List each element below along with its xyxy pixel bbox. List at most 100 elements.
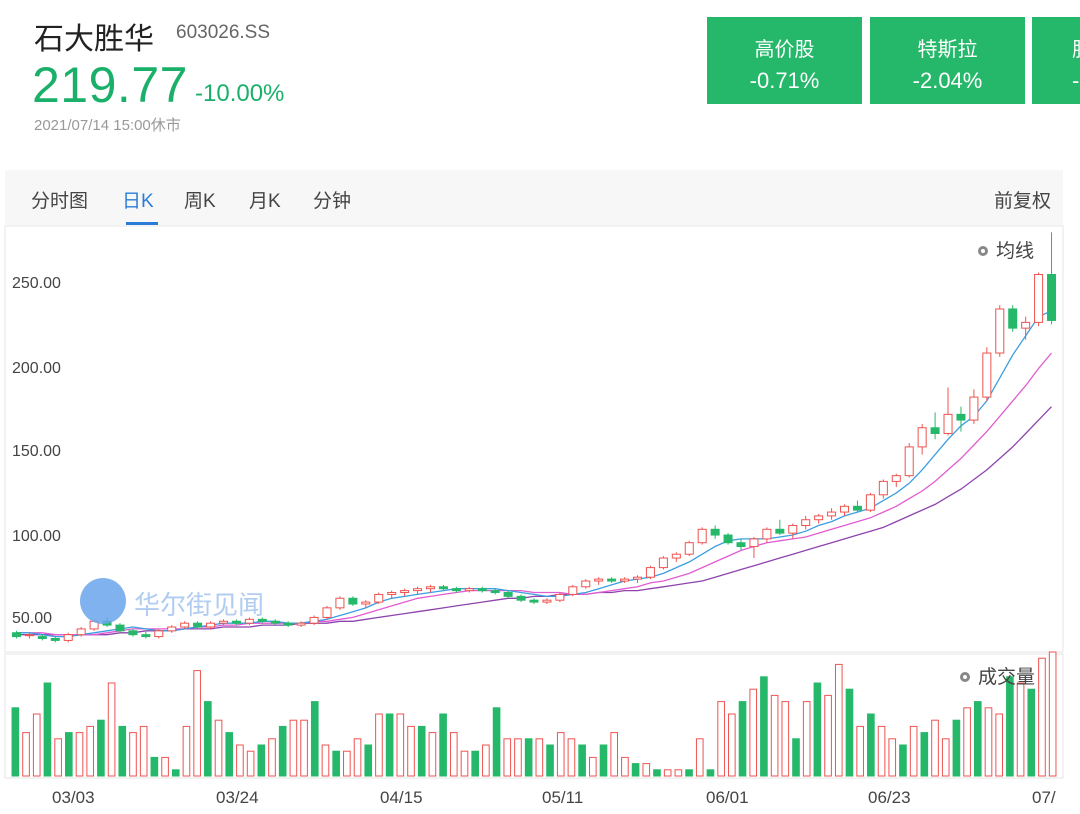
- candle-body: [400, 590, 410, 594]
- candle-body: [969, 396, 979, 421]
- volume-bar: [952, 719, 961, 777]
- volume-bar: [845, 688, 854, 777]
- y-tick-label: 100.00: [12, 528, 61, 545]
- candle-body: [76, 628, 86, 636]
- ma-legend-toggle[interactable]: 均线: [978, 236, 1034, 263]
- volume-bar: [54, 738, 62, 777]
- x-tick-label: 07/: [1032, 788, 1056, 807]
- volume-bar: [11, 707, 20, 777]
- candle-body: [309, 616, 319, 624]
- watermark-text: 华尔街见闻: [134, 590, 265, 620]
- volume-bar: [535, 738, 544, 777]
- tab-intraday[interactable]: 分时图: [31, 191, 89, 212]
- candle-body: [231, 620, 241, 624]
- candle-body: [891, 475, 901, 482]
- radio-icon: [960, 672, 970, 682]
- candle-body: [374, 593, 384, 603]
- candle-body: [723, 534, 733, 544]
- volume-bar: [781, 701, 790, 777]
- volume-bar: [278, 725, 287, 777]
- tab-minute[interactable]: 分钟: [313, 191, 352, 212]
- volume-bar: [332, 750, 340, 777]
- volume-bar: [578, 744, 586, 777]
- candle-body: [387, 592, 397, 595]
- volume-bar: [824, 694, 832, 777]
- volume-bar: [214, 719, 223, 777]
- volume-bar: [599, 744, 608, 777]
- volume-bar: [631, 763, 640, 777]
- volume-bar: [482, 744, 490, 777]
- candle-body: [180, 622, 190, 628]
- ma-legend-label: 均线: [996, 241, 1035, 262]
- volume-bar: [428, 732, 437, 777]
- volume-bar: [407, 725, 415, 777]
- candle-body: [762, 528, 772, 540]
- candle-body: [193, 622, 203, 628]
- volume-bar: [385, 713, 394, 777]
- volume-bar: [514, 738, 522, 777]
- candle-body: [335, 597, 345, 609]
- volume-bar: [792, 738, 800, 777]
- candle-body: [943, 413, 953, 435]
- candle-body: [464, 588, 474, 592]
- candle-body: [658, 557, 668, 569]
- stock-code: 603026.SS: [176, 22, 271, 43]
- candle-body: [218, 620, 228, 624]
- candle-body: [529, 599, 539, 603]
- candle-body: [749, 538, 759, 548]
- tile-name: 股: [1072, 33, 1080, 62]
- tab-daily-k[interactable]: 日K: [122, 191, 154, 212]
- y-tick-label: 50.00: [12, 610, 53, 627]
- candle-body: [995, 308, 1005, 354]
- candle-body: [63, 634, 73, 641]
- candle-body: [956, 413, 966, 421]
- candle-body: [244, 618, 254, 624]
- volume-bar: [86, 725, 95, 777]
- volume-bar: [289, 719, 298, 777]
- tile-pct: -0.71%: [749, 68, 820, 93]
- tile-pct: -2.04%: [912, 68, 983, 93]
- candle-body: [11, 632, 21, 638]
- adjust-mode-button[interactable]: 前复权: [993, 191, 1051, 212]
- volume-bar: [556, 732, 565, 777]
- candle-body: [917, 427, 927, 448]
- candle-body: [503, 592, 513, 597]
- candle-body: [827, 511, 837, 517]
- candle-body: [594, 578, 604, 582]
- price-change: -10.00%: [195, 80, 285, 107]
- volume-bar: [653, 769, 661, 777]
- candle-body: [477, 588, 487, 592]
- volume-bar: [417, 725, 426, 777]
- candle-body: [775, 528, 785, 534]
- volume-bar: [984, 707, 993, 777]
- candle-body: [878, 480, 888, 496]
- candle-body: [555, 593, 565, 601]
- stock-name: 石大胜华: [34, 23, 154, 56]
- tab-weekly-k[interactable]: 周K: [184, 191, 216, 212]
- candle-body: [568, 586, 578, 595]
- volume-bar: [877, 725, 886, 777]
- volume-bar: [685, 769, 693, 777]
- tab-monthly-k[interactable]: 月K: [249, 191, 281, 212]
- volume-bar: [236, 744, 244, 777]
- volume-bar: [973, 701, 982, 777]
- volume-bar: [706, 769, 715, 777]
- volume-bar: [471, 750, 479, 777]
- sector-tile-truncated[interactable]: 股 -: [1032, 17, 1080, 104]
- sector-tile-tesla[interactable]: 特斯拉 -2.04%: [870, 17, 1025, 104]
- candle-body: [632, 576, 643, 580]
- volume-bar: [546, 744, 554, 777]
- volume-bar: [963, 707, 971, 777]
- volume-bar: [97, 719, 105, 777]
- volume-bar: [1038, 657, 1046, 777]
- candle-body: [671, 553, 681, 559]
- sector-tile-high-price[interactable]: 高价股 -0.71%: [707, 17, 862, 104]
- volume-legend-toggle[interactable]: 成交量: [960, 662, 1035, 689]
- volume-bar: [610, 732, 619, 777]
- candle-body: [425, 586, 436, 590]
- candle-body: [840, 505, 850, 513]
- volume-bar: [867, 713, 875, 777]
- volume-bar: [695, 738, 704, 777]
- candle-body: [684, 542, 694, 555]
